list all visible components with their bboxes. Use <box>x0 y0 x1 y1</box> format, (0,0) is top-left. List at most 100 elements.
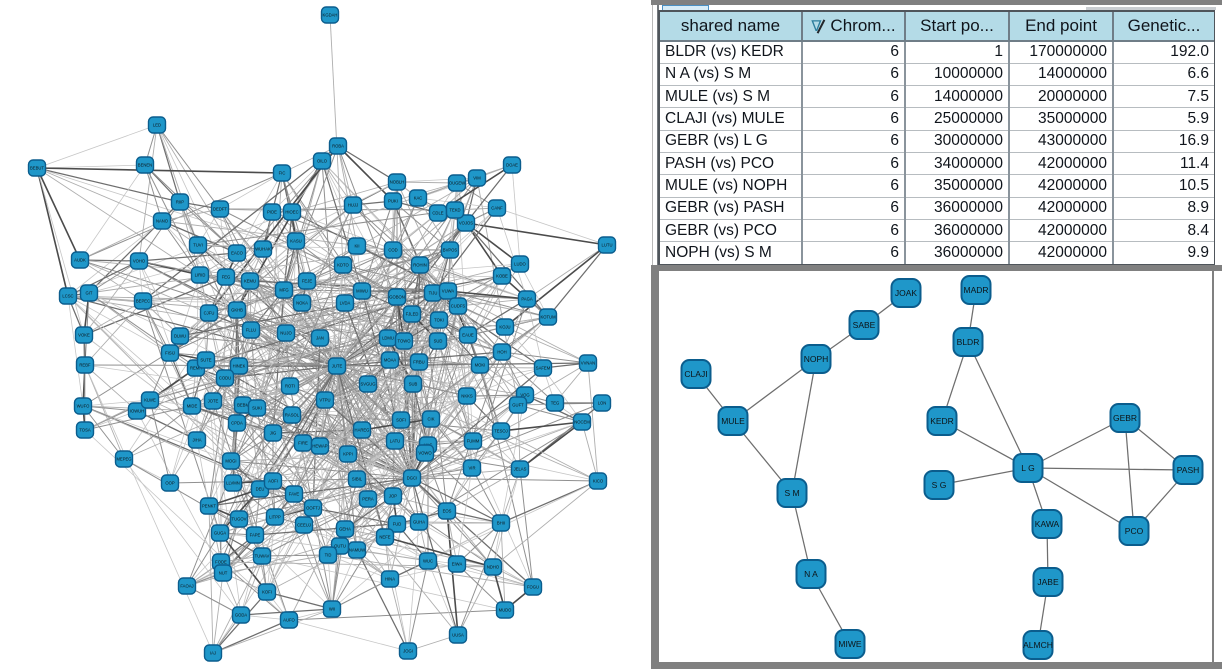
network-edge[interactable] <box>411 467 473 479</box>
network-node[interactable] <box>352 421 372 439</box>
network-edge[interactable] <box>504 326 589 364</box>
network-edge[interactable] <box>411 421 583 479</box>
network-node[interactable] <box>240 272 260 290</box>
network-node[interactable] <box>445 201 465 219</box>
network-edge[interactable] <box>83 276 227 336</box>
network-node[interactable] <box>487 199 507 217</box>
network-edge[interactable] <box>212 555 263 654</box>
network-edge[interactable] <box>389 359 468 397</box>
network-node[interactable] <box>310 329 330 347</box>
network-edge[interactable] <box>446 510 459 636</box>
network-node[interactable] <box>467 169 487 187</box>
network-node[interactable] <box>456 214 476 232</box>
network-node[interactable] <box>380 570 400 588</box>
network-edge[interactable] <box>283 177 478 291</box>
table-cell[interactable]: 42000000 <box>1009 152 1114 176</box>
table-row[interactable]: BLDR (vs) KEDR 6 1 170000000 192.0 <box>660 41 1214 64</box>
network-edge[interactable] <box>285 264 344 334</box>
network-edge[interactable] <box>199 274 439 342</box>
network-node[interactable] <box>74 326 94 344</box>
table-cell[interactable]: 42000000 <box>1009 174 1114 198</box>
network-node[interactable] <box>229 357 249 375</box>
network-edge[interactable] <box>88 252 238 294</box>
network-edge[interactable] <box>500 468 521 524</box>
network-edge[interactable] <box>407 560 429 652</box>
table-cell[interactable]: 14000000 <box>1009 63 1114 87</box>
table-cell[interactable]: BLDR (vs) KEDR <box>660 41 803 64</box>
network-node[interactable] <box>177 577 197 595</box>
network-node[interactable] <box>216 268 236 286</box>
network-edge[interactable] <box>500 522 506 611</box>
network-edge[interactable] <box>400 419 413 479</box>
network-edge[interactable] <box>36 167 85 336</box>
network-node[interactable] <box>352 282 372 300</box>
network-edge[interactable] <box>501 351 589 364</box>
network-edge[interactable] <box>288 619 409 652</box>
network-edge[interactable] <box>361 264 421 292</box>
network-node[interactable] <box>188 236 208 254</box>
network-node[interactable] <box>245 526 265 544</box>
horizontal-scrollbar-fragment[interactable] <box>1086 7 1216 10</box>
network-node[interactable] <box>375 528 395 546</box>
network-node[interactable] <box>247 399 267 417</box>
network-edge[interactable] <box>142 145 339 302</box>
network-node[interactable] <box>129 252 149 270</box>
network-edge[interactable] <box>205 337 321 361</box>
network-edge[interactable] <box>336 264 344 367</box>
network-edge[interactable] <box>169 477 413 484</box>
network-edge[interactable] <box>138 201 181 262</box>
network-edge[interactable] <box>222 364 481 574</box>
table-row[interactable]: GEBR (vs) PASH 6 36000000 42000000 8.9 <box>660 197 1214 220</box>
table-cell[interactable]: 8.9 <box>1113 197 1214 220</box>
network-edge[interactable] <box>581 421 599 482</box>
network-edge[interactable] <box>230 460 256 536</box>
network-node[interactable] <box>213 564 233 582</box>
network-edge[interactable] <box>387 337 474 442</box>
network-edge[interactable] <box>83 300 144 336</box>
network-edge[interactable] <box>417 177 478 199</box>
table-cell[interactable]: 20000000 <box>1009 85 1114 109</box>
network-node[interactable] <box>286 232 306 250</box>
network-edge[interactable] <box>312 507 398 525</box>
table-cell[interactable]: 6 <box>802 107 906 131</box>
network-edge[interactable] <box>67 295 171 354</box>
network-edge[interactable] <box>407 521 420 652</box>
network-edge[interactable] <box>288 609 506 621</box>
network-edge[interactable] <box>197 209 456 246</box>
table-cell[interactable]: 192.0 <box>1113 41 1214 64</box>
network-edge[interactable] <box>79 164 146 261</box>
network-edge[interactable] <box>142 274 201 302</box>
table-cell[interactable]: 16.9 <box>1113 130 1214 153</box>
network-node[interactable] <box>418 552 438 570</box>
network-edge[interactable] <box>446 468 521 512</box>
network-node[interactable] <box>252 547 272 565</box>
network-node[interactable] <box>383 241 403 259</box>
network-edge[interactable] <box>347 453 413 479</box>
network-edge[interactable] <box>232 365 338 484</box>
network-edge[interactable] <box>336 302 346 367</box>
network-node[interactable] <box>75 421 95 439</box>
network-node[interactable] <box>227 301 247 319</box>
column-header-end-point[interactable]: End point <box>1009 12 1114 42</box>
network-edge[interactable] <box>411 477 599 482</box>
network-edge[interactable] <box>356 477 413 551</box>
network-edge[interactable] <box>79 259 144 302</box>
network-node[interactable] <box>387 288 407 306</box>
main-network-canvas[interactable]: LED BEBUT BENEN FIC RIIP DEDFT PIDE HIOEC NANO OI… <box>0 0 651 669</box>
network-node[interactable] <box>391 411 411 429</box>
network-node[interactable] <box>510 460 530 478</box>
network-edge[interactable] <box>238 365 341 547</box>
network-edge[interactable] <box>336 365 526 396</box>
network-node[interactable] <box>492 343 512 361</box>
network-edge[interactable] <box>186 524 305 587</box>
network-node[interactable] <box>227 244 247 262</box>
network-node[interactable] <box>315 391 335 409</box>
column-header-chrom-[interactable]: ∇ Chrom... <box>802 12 906 42</box>
network-edge[interactable] <box>303 524 333 610</box>
network-edge[interactable] <box>197 244 251 282</box>
network-edge[interactable] <box>84 364 214 654</box>
network-edge[interactable] <box>501 298 528 353</box>
network-edge[interactable] <box>419 264 528 300</box>
table-cell[interactable]: 6 <box>802 174 906 198</box>
network-node[interactable] <box>358 375 378 393</box>
